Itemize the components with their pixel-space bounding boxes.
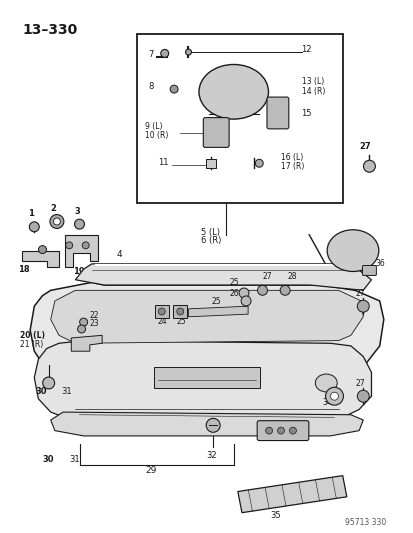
Text: 8: 8 [148,82,153,91]
Text: 36: 36 [375,260,385,269]
Text: 27: 27 [354,379,364,388]
Text: 16 (L): 16 (L) [280,152,303,161]
Circle shape [277,427,284,434]
Text: 35: 35 [270,511,281,520]
Text: 5 (L): 5 (L) [200,228,219,237]
Circle shape [240,296,250,306]
Text: 9 (L): 9 (L) [145,122,162,131]
Text: 11: 11 [157,158,168,167]
Text: 30: 30 [35,386,47,395]
FancyBboxPatch shape [266,97,288,129]
Text: 4: 4 [116,251,122,260]
Text: 31: 31 [69,455,80,464]
Text: 29: 29 [145,466,156,475]
Polygon shape [75,264,370,290]
Text: 17 (R): 17 (R) [280,161,304,171]
Text: 12: 12 [301,45,311,54]
Text: 2: 2 [51,204,57,213]
Text: 25: 25 [229,278,239,287]
Text: 13–330: 13–330 [22,23,77,37]
Text: 20 (L): 20 (L) [20,331,45,340]
Text: 10 (R): 10 (R) [145,131,168,140]
Circle shape [356,390,368,402]
Polygon shape [34,341,370,423]
Circle shape [66,242,73,249]
Circle shape [255,159,263,167]
Text: 6 (R): 6 (R) [200,236,221,245]
Polygon shape [237,475,346,513]
Circle shape [356,300,368,312]
Circle shape [43,377,55,389]
Text: 24: 24 [157,318,167,326]
Circle shape [330,392,338,400]
Circle shape [265,427,272,434]
Text: 95713 330: 95713 330 [344,518,385,527]
Text: 19: 19 [73,268,85,277]
Circle shape [29,222,39,232]
Text: 1: 1 [28,209,34,218]
Bar [154,304,169,318]
FancyBboxPatch shape [203,118,228,148]
Text: 13 (L): 13 (L) [301,77,323,86]
Text: 32: 32 [206,451,216,460]
Bar [137,34,342,203]
Text: 18: 18 [18,265,29,274]
Circle shape [38,246,46,254]
Circle shape [53,218,60,225]
Polygon shape [30,282,383,388]
Circle shape [160,50,169,58]
Circle shape [206,418,220,432]
Text: 3: 3 [74,207,80,215]
Circle shape [185,49,191,55]
Bar [173,304,187,318]
Bar [206,159,216,168]
Text: 7: 7 [148,50,153,59]
Circle shape [257,285,267,295]
Polygon shape [71,335,102,351]
Text: 26: 26 [229,288,239,297]
Text: 31: 31 [61,386,71,395]
Text: 21 (R): 21 (R) [20,340,43,349]
FancyBboxPatch shape [256,421,308,441]
Text: 25: 25 [211,296,220,305]
Text: 27: 27 [354,289,364,298]
Ellipse shape [326,230,378,271]
Text: 33: 33 [272,434,283,443]
Text: 25: 25 [176,318,185,326]
Circle shape [238,288,248,298]
Circle shape [280,285,290,295]
Text: 22: 22 [90,311,99,320]
Circle shape [79,318,88,326]
Circle shape [158,308,165,315]
Polygon shape [22,251,59,266]
Circle shape [50,215,64,229]
FancyBboxPatch shape [362,265,375,276]
Polygon shape [153,367,260,388]
Text: 30: 30 [43,455,54,464]
Circle shape [363,160,375,172]
Polygon shape [188,306,247,317]
Text: 27: 27 [358,142,370,151]
Polygon shape [51,290,362,343]
Circle shape [74,219,84,229]
Text: 23: 23 [90,319,99,328]
Circle shape [82,242,89,249]
Polygon shape [51,412,362,436]
Text: 15: 15 [301,109,311,118]
Circle shape [325,387,343,405]
Text: 27: 27 [262,272,271,281]
Circle shape [77,325,85,333]
Ellipse shape [199,64,268,119]
Circle shape [176,308,183,315]
Text: 14 (R): 14 (R) [301,87,324,96]
Ellipse shape [315,374,336,392]
Text: 28: 28 [287,272,296,281]
Circle shape [289,427,296,434]
Text: 34: 34 [321,398,331,407]
Circle shape [170,85,178,93]
Polygon shape [65,235,98,266]
